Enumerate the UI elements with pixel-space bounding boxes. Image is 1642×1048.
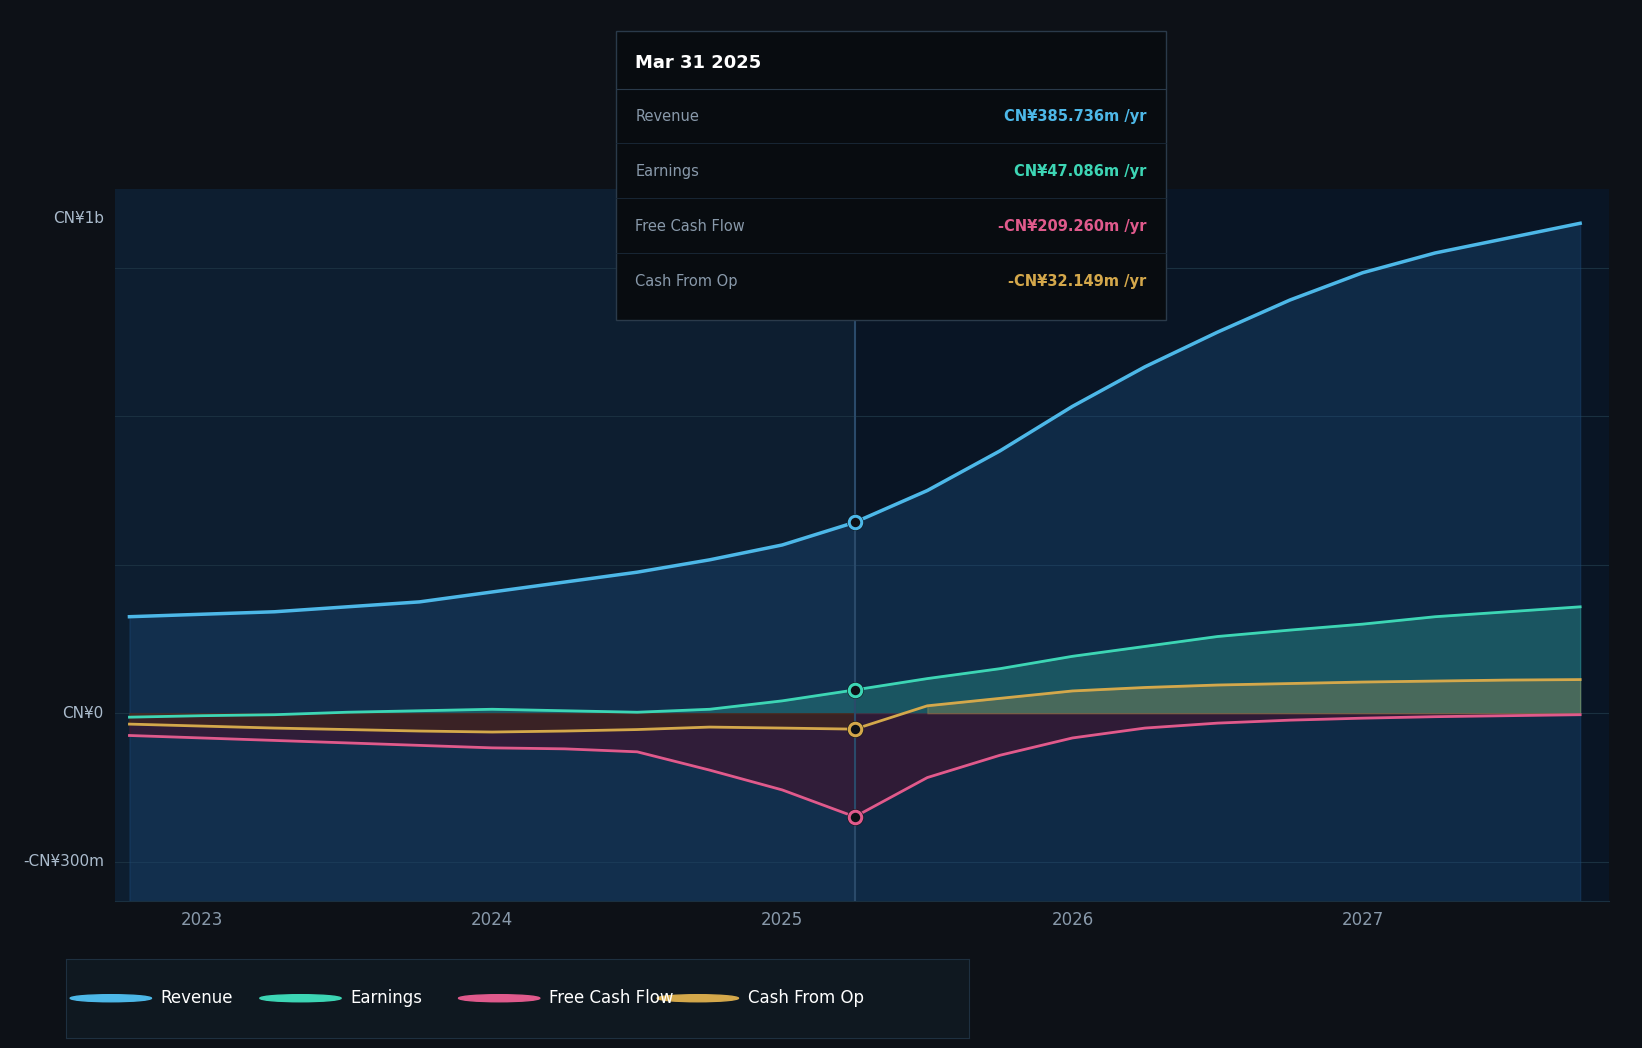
Text: Cash From Op: Cash From Op <box>635 275 737 289</box>
Text: -CN¥32.149m /yr: -CN¥32.149m /yr <box>1008 275 1146 289</box>
Text: Past: Past <box>806 268 844 286</box>
Text: Earnings: Earnings <box>350 989 422 1007</box>
Text: Revenue: Revenue <box>161 989 233 1007</box>
Text: Cash From Op: Cash From Op <box>747 989 864 1007</box>
Circle shape <box>71 995 151 1002</box>
Text: Revenue: Revenue <box>635 109 699 124</box>
Text: Free Cash Flow: Free Cash Flow <box>635 219 745 234</box>
Text: Earnings: Earnings <box>635 165 699 179</box>
Circle shape <box>259 995 342 1002</box>
Text: CN¥1b: CN¥1b <box>53 211 103 225</box>
Bar <box>115 189 855 901</box>
Text: Free Cash Flow: Free Cash Flow <box>548 989 673 1007</box>
Circle shape <box>458 995 540 1002</box>
Text: CN¥47.086m /yr: CN¥47.086m /yr <box>1013 165 1146 179</box>
Text: CN¥385.736m /yr: CN¥385.736m /yr <box>1003 109 1146 124</box>
Text: -CN¥300m: -CN¥300m <box>23 854 103 869</box>
Circle shape <box>657 995 739 1002</box>
Text: Analysts Forecasts: Analysts Forecasts <box>867 268 1034 286</box>
Text: -CN¥209.260m /yr: -CN¥209.260m /yr <box>998 219 1146 234</box>
Text: CN¥0: CN¥0 <box>62 705 103 721</box>
Text: Mar 31 2025: Mar 31 2025 <box>635 53 762 72</box>
